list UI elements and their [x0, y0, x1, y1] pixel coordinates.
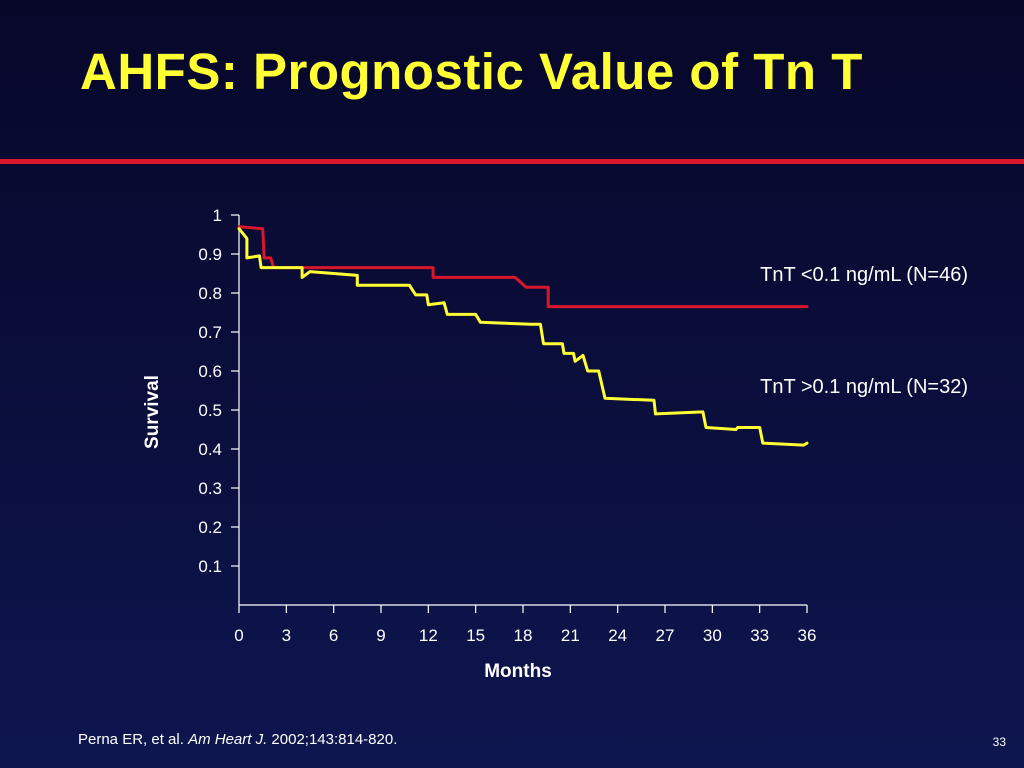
y-axis-title: Survival — [142, 375, 163, 449]
slide-title: AHFS: Prognostic Value of Tn T — [80, 43, 863, 100]
y-tick-label: 0.3 — [198, 479, 222, 498]
chart-series — [237, 225, 809, 447]
title-divider — [0, 159, 1024, 164]
x-tick-label: 27 — [656, 626, 675, 645]
x-tick-label: 30 — [703, 626, 722, 645]
x-tick-label: 9 — [376, 626, 385, 645]
x-tick-label: 24 — [608, 626, 627, 645]
y-tick-label: 0.8 — [198, 284, 222, 303]
y-tick-label: 0.7 — [198, 323, 222, 342]
chart-labels: 0.10.20.30.40.50.60.70.80.910 3 6 9 12 15 18 21… — [142, 206, 968, 682]
x-tick-label: 36 — [798, 626, 817, 645]
x-tick-label: 12 — [419, 626, 438, 645]
y-tick-label: 0.4 — [198, 440, 222, 459]
y-tick-label: 1 — [213, 206, 222, 225]
y-tick-label: 0.2 — [198, 518, 222, 537]
x-tick-label: 15 — [466, 626, 485, 645]
y-tick-label: 0.5 — [198, 401, 222, 420]
x-axis-title: Months — [484, 661, 552, 682]
series-line-tnt-low — [237, 225, 809, 309]
citation: Perna ER, et al. Am Heart J. 2002;143:81… — [78, 731, 397, 748]
x-tick-label: 21 — [561, 626, 580, 645]
page-number: 33 — [992, 735, 1006, 749]
x-tick-label: 0 — [234, 626, 243, 645]
citation-details: 2002;143:814-820. — [267, 731, 398, 748]
x-tick-label: 6 — [329, 626, 338, 645]
series-label-tnt-high: TnT >0.1 ng/mL (N=32) — [760, 376, 968, 398]
citation-journal: Am Heart J. — [188, 731, 268, 748]
series-label-tnt-low: TnT <0.1 ng/mL (N=46) — [760, 264, 968, 286]
chart-axes — [231, 214, 808, 613]
y-tick-label: 0.1 — [198, 557, 222, 576]
y-tick-label: 0.6 — [198, 362, 222, 381]
x-tick-label: 33 — [750, 626, 769, 645]
y-tick-label: 0.9 — [198, 245, 222, 264]
series-line-tnt-high — [237, 227, 809, 447]
x-tick-label: 3 — [282, 626, 291, 645]
x-tick-label: 18 — [514, 626, 533, 645]
citation-authors: Perna ER, et al. — [78, 731, 189, 748]
